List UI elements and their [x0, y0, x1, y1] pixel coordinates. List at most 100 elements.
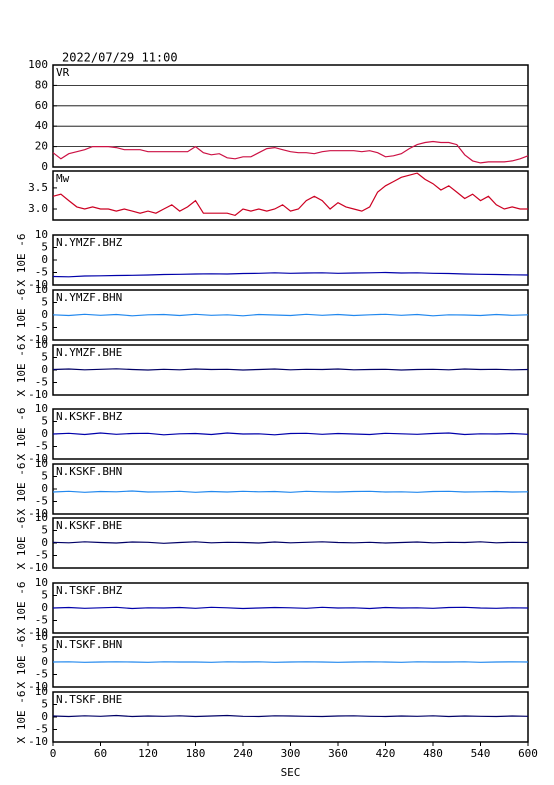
y-tick-label: 0: [41, 363, 48, 376]
y-tick-label: -10: [28, 278, 48, 291]
y-axis-label: X 10E -6: [15, 636, 28, 689]
x-tick-label: 600: [518, 747, 538, 760]
y-tick-label: 40: [35, 119, 48, 132]
trace-line: [52, 606, 529, 610]
y-tick-label: 0: [41, 253, 48, 266]
y-tick-label: 10: [35, 685, 48, 698]
panel-frame: [52, 517, 529, 569]
y-tick-label: 0: [41, 160, 48, 173]
y-tick-label: 5: [41, 698, 48, 711]
panel-frame: [52, 691, 529, 743]
y-tick-label: 10: [35, 457, 48, 470]
panel-label: N.YMZF.BHE: [56, 346, 122, 359]
panel-frame: [52, 463, 529, 515]
y-tick-label: 0: [41, 710, 48, 723]
x-tick-label: 480: [423, 747, 443, 760]
x-tick-label: 540: [471, 747, 491, 760]
y-tick-label: 0: [41, 536, 48, 549]
y-tick-label: 5: [41, 296, 48, 309]
panel-label: N.TSKF.BHE: [56, 693, 122, 706]
y-tick-label: -10: [28, 680, 48, 693]
y-tick-label: -5: [35, 440, 48, 453]
y-tick-label: 10: [35, 283, 48, 296]
panel-label: N.KSKF.BHE: [56, 519, 122, 532]
y-tick-label: 10: [35, 338, 48, 351]
y-tick-label: -5: [35, 668, 48, 681]
trace-line: [52, 490, 529, 493]
trace-line: [52, 541, 529, 544]
y-tick-label: 3.5: [28, 181, 48, 194]
panel-label: N.TSKF.BHZ: [56, 584, 123, 597]
panel-frame: [52, 170, 529, 221]
y-tick-label: -5: [35, 376, 48, 389]
trace-line: [52, 140, 529, 164]
y-axis-label: X 10E -6: [15, 463, 28, 516]
y-tick-label: 0: [41, 308, 48, 321]
y-axis-label: X 10E -6: [15, 517, 28, 570]
x-tick-label: 60: [94, 747, 107, 760]
panel-label: N.YMZF.BHN: [56, 291, 122, 304]
x-tick-label: 240: [233, 747, 253, 760]
y-axis-label: X 10E -6: [15, 582, 28, 635]
y-tick-label: 10: [35, 630, 48, 643]
x-tick-label: 0: [50, 747, 57, 760]
y-tick-label: -5: [35, 723, 48, 736]
panel-label: N.TSKF.BHN: [56, 638, 122, 651]
trace-line: [52, 661, 529, 663]
chart-title: 2022/07/29 11:00: [62, 51, 178, 65]
panel-label: Mw: [56, 172, 70, 185]
y-tick-label: 80: [35, 78, 48, 91]
y-tick-label: 5: [41, 524, 48, 537]
y-tick-label: 20: [35, 140, 48, 153]
y-axis-label: X 10E -6: [15, 408, 28, 461]
y-tick-label: -5: [35, 614, 48, 627]
y-axis-label: X 10E -6: [15, 344, 28, 397]
y-axis-label: X 10E -6: [15, 234, 28, 287]
panel-label: N.KSKF.BHN: [56, 465, 122, 478]
y-tick-label: 5: [41, 415, 48, 428]
x-tick-label: 300: [281, 747, 301, 760]
y-tick-label: 5: [41, 351, 48, 364]
y-tick-label: -5: [35, 549, 48, 562]
trace-line: [52, 714, 529, 718]
y-tick-label: 10: [35, 511, 48, 524]
panel-label: N.KSKF.BHZ: [56, 410, 123, 423]
panel-frame: [52, 64, 529, 168]
y-tick-label: 0: [41, 601, 48, 614]
y-tick-label: 0: [41, 655, 48, 668]
y-tick-label: 10: [35, 402, 48, 415]
y-axis-label: X 10E -6: [15, 691, 28, 744]
y-tick-label: -10: [28, 452, 48, 465]
trace-line: [52, 432, 529, 436]
x-axis-label: SEC: [281, 766, 301, 779]
y-tick-label: 5: [41, 470, 48, 483]
x-tick-label: 180: [186, 747, 206, 760]
trace-line: [52, 271, 529, 278]
y-tick-label: 0: [41, 427, 48, 440]
x-tick-label: 120: [138, 747, 158, 760]
y-tick-label: -5: [35, 495, 48, 508]
y-tick-label: 10: [35, 576, 48, 589]
panel-label: N.YMZF.BHZ: [56, 236, 123, 249]
y-tick-label: 100: [28, 58, 48, 71]
y-tick-label: -5: [35, 266, 48, 279]
y-tick-label: 0: [41, 482, 48, 495]
trace-line: [52, 368, 529, 371]
y-tick-label: -10: [28, 388, 48, 401]
trace-line: [52, 172, 528, 217]
y-tick-label: -10: [28, 561, 48, 574]
y-tick-label: 5: [41, 241, 48, 254]
x-tick-label: 360: [328, 747, 348, 760]
y-tick-label: 10: [35, 228, 48, 241]
panel-frame: [52, 234, 529, 286]
trace-line: [52, 313, 529, 317]
y-tick-label: -10: [28, 507, 48, 520]
y-tick-label: -5: [35, 321, 48, 334]
x-tick-label: 420: [376, 747, 396, 760]
y-tick-label: 5: [41, 643, 48, 656]
y-tick-label: -10: [28, 735, 48, 748]
y-tick-label: 60: [35, 99, 48, 112]
y-tick-label: -10: [28, 333, 48, 346]
y-axis-label: X 10E -6: [15, 289, 28, 342]
